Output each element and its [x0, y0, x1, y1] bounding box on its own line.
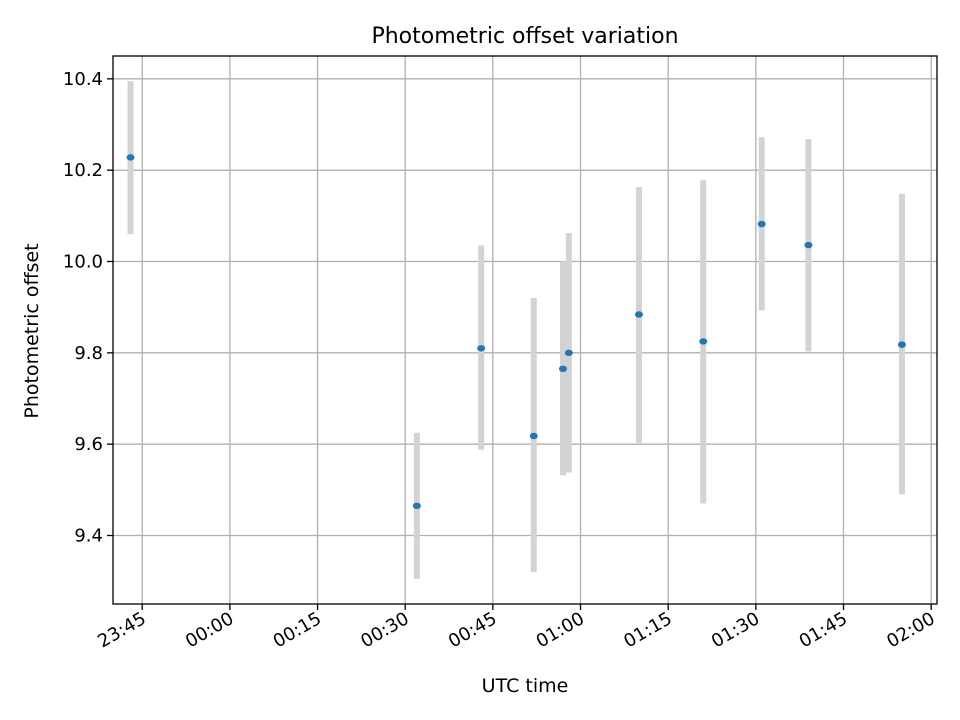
x-axis-label: UTC time	[482, 675, 569, 697]
y-axis-ticks: 9.4 9.6 9.8 10.0 10.2 10.4	[63, 69, 113, 547]
data-point	[564, 349, 573, 357]
data-point	[126, 154, 135, 161]
data-points	[126, 154, 906, 510]
data-point	[699, 338, 708, 345]
chart-title: Photometric offset variation	[371, 24, 678, 49]
y-tick-label: 10.2	[63, 160, 103, 181]
data-point	[477, 345, 486, 352]
data-point	[558, 365, 567, 373]
y-axis-label: Photometric offset	[21, 243, 43, 418]
data-point	[634, 311, 643, 318]
data-point	[529, 432, 538, 440]
y-tick-label: 9.6	[74, 434, 103, 455]
data-point	[412, 502, 421, 510]
plot-frame	[112, 55, 938, 605]
data-point	[897, 341, 906, 348]
y-tick-label: 10.0	[63, 252, 103, 273]
y-tick-label: 9.8	[74, 343, 103, 364]
grid	[113, 56, 937, 604]
y-tick-label: 9.4	[74, 526, 103, 547]
data-point	[757, 220, 766, 228]
y-tick-label: 10.4	[63, 69, 103, 90]
data-point	[804, 241, 813, 249]
